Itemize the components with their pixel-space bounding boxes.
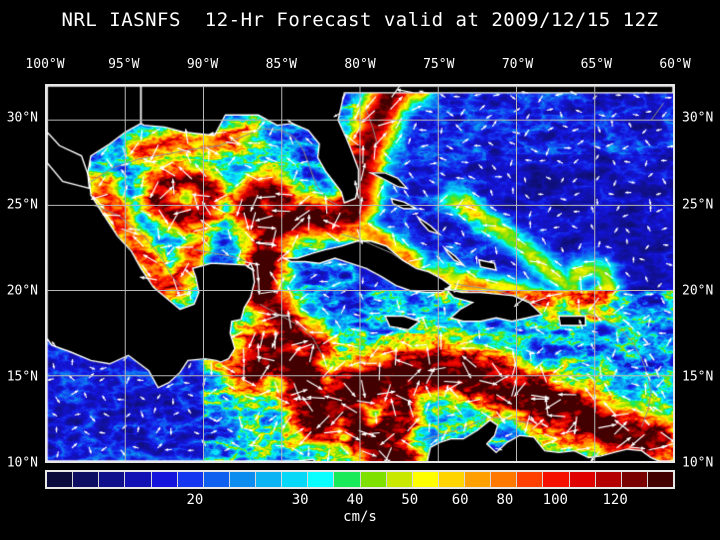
colorbar-cell-11 xyxy=(334,472,361,487)
colorbar-tick-50: 50 xyxy=(401,492,419,508)
colorbar-tick-120: 120 xyxy=(602,492,628,508)
colorbar-cell-9 xyxy=(282,472,309,487)
colorbar-cell-17 xyxy=(491,472,518,487)
page-title: NRL IASNFS 12-Hr Forecast valid at 2009/… xyxy=(61,9,659,31)
colorbar-cell-7 xyxy=(229,472,256,487)
longitude-tick-90W: 90°W xyxy=(186,57,219,72)
colorbar-cell-2 xyxy=(99,472,126,487)
colorbar-cell-0 xyxy=(47,472,74,487)
latitude-tick-right-30N: 30°N xyxy=(682,110,714,126)
colorbar-cell-10 xyxy=(308,472,335,487)
colorbar-cell-16 xyxy=(465,472,492,487)
colorbar-cell-1 xyxy=(73,472,100,487)
colorbar-cell-5 xyxy=(177,472,204,487)
longitude-tick-75W: 75°W xyxy=(423,57,455,72)
longitude-tick-85W: 85°W xyxy=(265,57,297,72)
latitude-tick-left-10N: 10°N xyxy=(6,455,38,471)
colorbar-cell-15 xyxy=(438,472,465,487)
latitude-tick-left-15N: 15°N xyxy=(6,369,38,385)
colorbar-cell-3 xyxy=(125,472,152,487)
colorbar-cell-20 xyxy=(569,472,596,487)
speed-colorbar[interactable] xyxy=(45,470,675,489)
colorbar-tick-30: 30 xyxy=(291,492,309,508)
latitude-tick-right-10N: 10°N xyxy=(682,455,714,471)
colorbar-tick-60: 60 xyxy=(451,492,469,508)
colorbar-cell-4 xyxy=(151,472,178,487)
latitude-tick-left-20N: 20°N xyxy=(6,283,38,299)
surface-current-speed-field xyxy=(47,86,673,461)
longitude-tick-70W: 70°W xyxy=(501,57,534,72)
latitude-tick-left-30N: 30°N xyxy=(6,110,38,126)
colorbar-cell-6 xyxy=(203,472,230,487)
latitude-tick-left-25N: 25°N xyxy=(6,197,38,213)
latitude-tick-right-15N: 15°N xyxy=(682,369,714,385)
colorbar-tick-80: 80 xyxy=(496,492,514,508)
map-plot-area[interactable]: Surface Current 50 cm/s xyxy=(45,84,675,463)
longitude-tick-95W: 95°W xyxy=(108,57,140,72)
colorbar-cell-22 xyxy=(621,472,648,487)
colorbar-cell-14 xyxy=(412,472,439,487)
colorbar-cell-19 xyxy=(543,472,570,487)
colorbar-cell-13 xyxy=(386,472,413,487)
latitude-tick-right-20N: 20°N xyxy=(682,283,714,299)
colorbar-cell-8 xyxy=(256,472,283,487)
colorbar-unit-label: cm/s xyxy=(343,509,377,525)
colorbar-tick-40: 40 xyxy=(346,492,364,508)
colorbar-cell-12 xyxy=(360,472,387,487)
longitude-tick-60W: 60°W xyxy=(659,57,691,72)
longitude-tick-100W: 100°W xyxy=(25,57,65,72)
colorbar-tick-20: 20 xyxy=(186,492,204,508)
colorbar-cell-18 xyxy=(517,472,544,487)
colorbar-cell-23 xyxy=(647,472,673,487)
colorbar-cell-21 xyxy=(595,472,622,487)
longitude-tick-65W: 65°W xyxy=(580,57,612,72)
colorbar-tick-100: 100 xyxy=(542,492,568,508)
longitude-tick-80W: 80°W xyxy=(344,57,376,72)
latitude-tick-right-25N: 25°N xyxy=(682,197,714,213)
